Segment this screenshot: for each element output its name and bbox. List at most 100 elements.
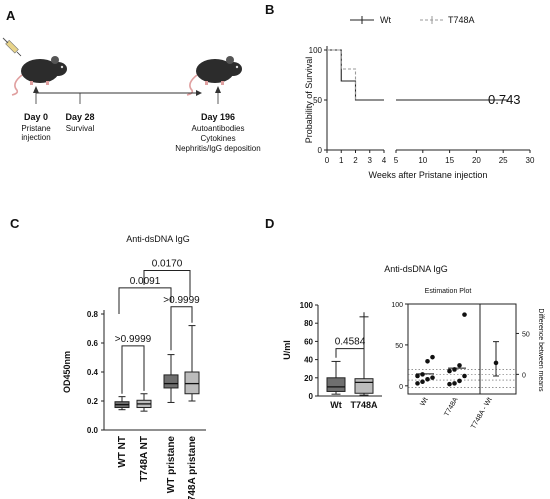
data-point (447, 381, 452, 387)
data-point (452, 381, 457, 386)
data-point (457, 363, 462, 368)
data-point (415, 373, 420, 379)
timepoint-desc: Cytokines (200, 134, 235, 143)
y-tick-label: 0.2 (87, 397, 99, 406)
timepoint-day: Day 28 (65, 112, 94, 122)
y-tick-label: 0.0 (87, 426, 99, 435)
uml-boxplot: Anti-dsDNA IgG 0 20 40 60 80 100 U/ml Wt T748A 0.4… (282, 264, 448, 410)
panel-b-letter: B (265, 2, 274, 17)
mouse-icon (11, 56, 67, 96)
x-tick-label: 10 (418, 156, 427, 165)
y-axis-label: U/ml (282, 340, 292, 360)
y-tick-label: 100 (309, 46, 323, 55)
panel-a-letter: A (6, 8, 16, 23)
data-point (415, 381, 420, 386)
x-tick-label: 15 (445, 156, 454, 165)
category-label: T748A (443, 396, 460, 418)
data-point (430, 354, 435, 360)
x-tick-label: 25 (499, 156, 508, 165)
p-value-label: 0.0170 (152, 259, 183, 270)
x-tick-label: 3 (368, 156, 373, 165)
significance-bracket (170, 306, 193, 351)
data-point (420, 372, 425, 377)
p-value-label: 0.0091 (130, 276, 161, 287)
significance-bracket (143, 270, 191, 297)
y-tick-label-right: 0 (522, 372, 526, 379)
x-axis-label: Weeks after Pristane injection (369, 170, 488, 180)
y-axis-label: Probability of Survival (304, 57, 314, 144)
chart-title: Estimation Plot (425, 288, 472, 295)
category-label: Wt (330, 400, 342, 410)
box (163, 374, 179, 389)
difference-point (493, 360, 499, 366)
y-tick-label: 0 (399, 384, 403, 391)
significance-bracket (118, 287, 172, 314)
y-tick-label: 100 (391, 302, 403, 309)
timeline (33, 86, 221, 104)
category-label: Wt (419, 396, 429, 407)
data-point (462, 312, 467, 317)
data-point (425, 358, 430, 364)
box (326, 377, 346, 392)
data-point (457, 378, 462, 384)
p-value-annotation: 0.743 (488, 92, 521, 107)
data-point (430, 375, 435, 380)
data-point (425, 376, 430, 382)
y-tick-label: 60 (304, 337, 313, 346)
panel-d-letter: D (265, 216, 274, 231)
y-tick-label: 100 (300, 301, 314, 310)
category-label: WT NT (117, 436, 128, 468)
legend-label: Wt (380, 15, 391, 25)
category-label: T748A NT (139, 436, 150, 482)
plot-frame (407, 303, 517, 395)
significance-bracket (335, 312, 365, 358)
y-tick-label: 0 (309, 392, 314, 401)
chart-title: Anti-dsDNA IgG (126, 234, 190, 244)
y-axis-label: OD450nm (62, 351, 72, 393)
timepoint-desc: Survival (66, 124, 95, 133)
y-tick-label: 20 (304, 374, 313, 383)
category-label: WT pristane (166, 436, 177, 494)
timepoint-desc: Autoantibodies (192, 124, 245, 133)
p-value-label: >0.9999 (115, 334, 152, 345)
category-label: T748A pristane (187, 436, 198, 499)
x-tick-label: 30 (526, 156, 535, 165)
x-tick-label: 5 (394, 156, 399, 165)
y-tick-label: 50 (395, 343, 403, 350)
mouse-icon (186, 56, 242, 96)
box (354, 378, 374, 394)
significance-bracket (121, 345, 145, 394)
data-point (420, 379, 425, 385)
p-value-label: >0.9999 (163, 295, 200, 306)
x-tick-label: 20 (472, 156, 481, 165)
syringe-icon (2, 37, 22, 57)
timepoint-day: Day 0 (24, 112, 48, 122)
p-value-label: 0.4584 (335, 337, 366, 348)
x-tick-label: 1 (339, 156, 344, 165)
timepoint-desc: injection (21, 133, 50, 142)
estimation-plot: Estimation Plot 0 50 100 0 50 Difference betwe… (391, 288, 544, 430)
timepoint-desc: Nephritis/IgG deposition (175, 144, 260, 153)
y-axis-label-right: Difference between means (537, 308, 544, 392)
y-tick-label-right: 50 (522, 331, 530, 338)
timepoint-day: Day 196 (201, 112, 235, 122)
data-point (462, 373, 467, 379)
y-tick-label: 0 (318, 146, 323, 155)
y-tick-label: 50 (313, 96, 322, 105)
chart-title: Anti-dsDNA IgG (384, 264, 448, 274)
y-tick-label: 0.8 (87, 310, 99, 319)
category-label: T748A - Wt (470, 396, 494, 430)
legend-label: T748A (448, 15, 475, 25)
y-tick-label: 0.6 (87, 339, 99, 348)
x-tick-label: 0 (325, 156, 330, 165)
y-tick-label: 80 (304, 319, 313, 328)
od450-boxplot: Anti-dsDNA IgG 0.0 0.2 0.4 0.6 0.8 OD450nm WT N… (62, 234, 206, 499)
panel-c-letter: C (10, 216, 20, 231)
y-tick-label: 40 (304, 356, 313, 365)
data-point (447, 368, 452, 374)
box (184, 371, 200, 395)
x-tick-label: 2 (353, 156, 358, 165)
y-tick-label: 0.4 (87, 368, 99, 377)
